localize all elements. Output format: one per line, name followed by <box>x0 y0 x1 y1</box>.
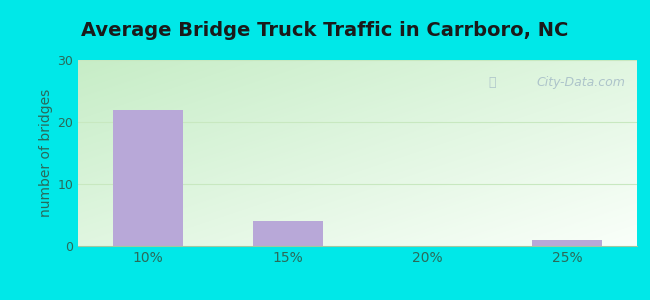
Bar <box>113 110 183 246</box>
Bar <box>253 221 322 246</box>
Text: City-Data.com: City-Data.com <box>537 76 626 89</box>
Text: ⦿: ⦿ <box>489 76 497 89</box>
Bar <box>532 240 602 246</box>
Y-axis label: number of bridges: number of bridges <box>39 89 53 217</box>
Text: Average Bridge Truck Traffic in Carrboro, NC: Average Bridge Truck Traffic in Carrboro… <box>81 21 569 40</box>
